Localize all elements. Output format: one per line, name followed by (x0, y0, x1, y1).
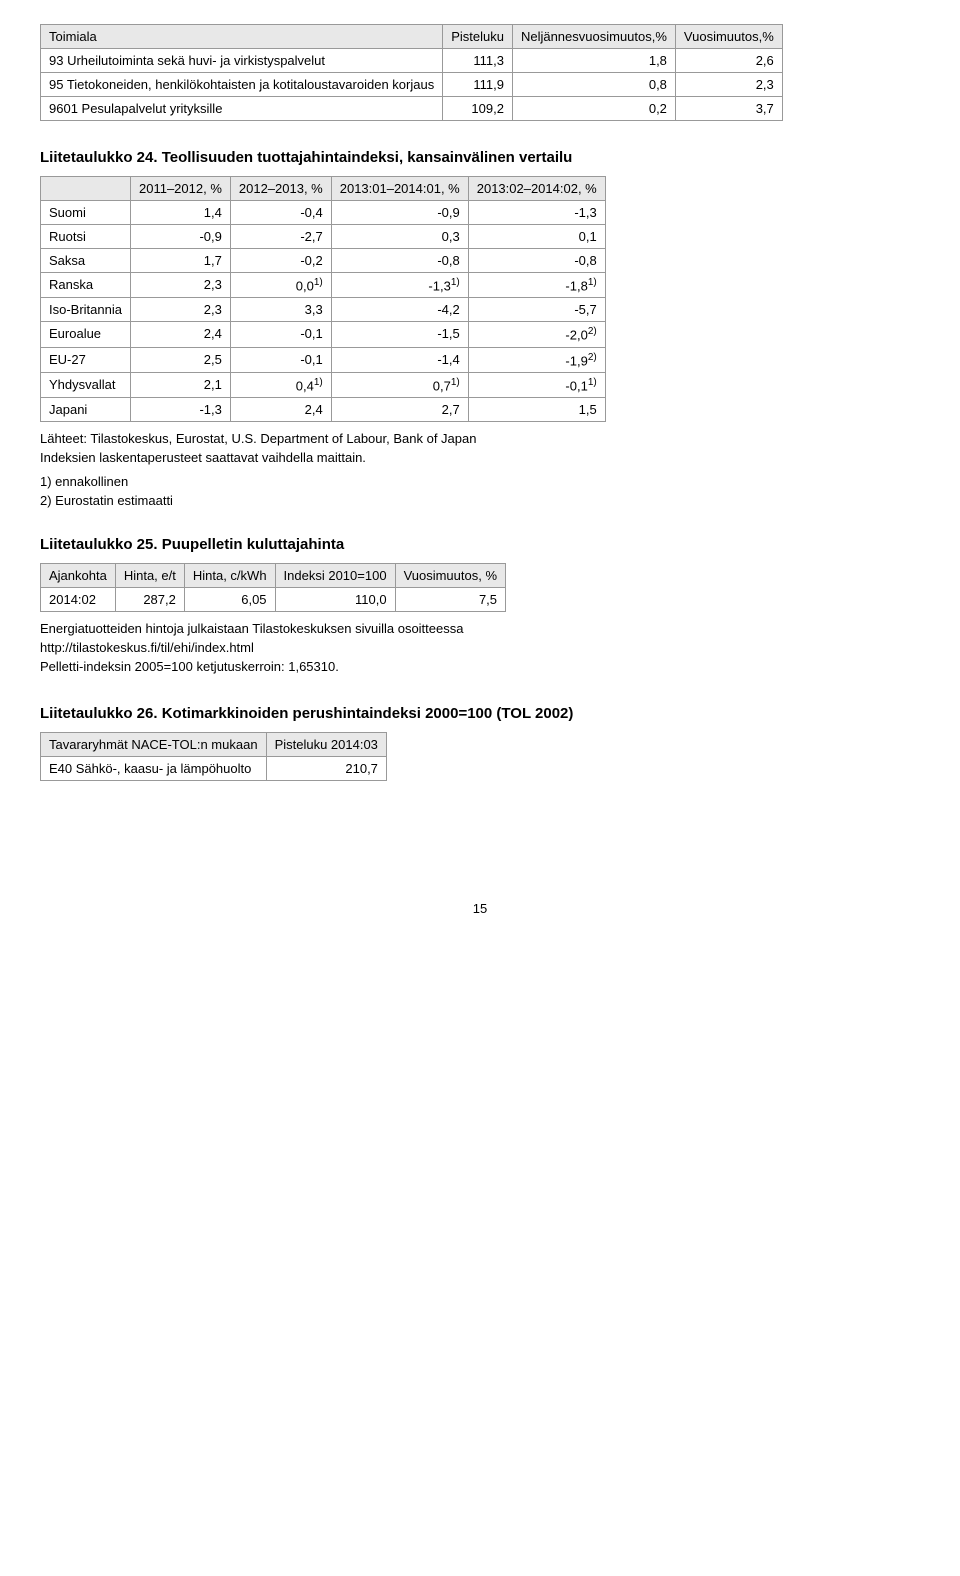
table24-source: Lähteet: Tilastokeskus, Eurostat, U.S. D… (40, 430, 920, 468)
table-row: Iso-Britannia2,33,3-4,2-5,7 (41, 298, 606, 322)
col-vuosimuutos: Vuosimuutos,% (675, 25, 782, 49)
col-pisteluku: Pisteluku (443, 25, 513, 49)
col-toimiala: Toimiala (41, 25, 443, 49)
table-row: Ranska2,30,01)-1,31)-1,81) (41, 273, 606, 298)
table-row: Ruotsi-0,9-2,70,30,1 (41, 225, 606, 249)
table25-note: Energiatuotteiden hintoja julkaistaan Ti… (40, 620, 920, 677)
table-row: Yhdysvallat2,10,41)0,71)-0,11) (41, 372, 606, 397)
table24-title: Liitetaulukko 24. Teollisuuden tuottajah… (40, 149, 920, 166)
table-row: 2014:02 287,2 6,05 110,0 7,5 (41, 588, 506, 612)
table-row: 95 Tietokoneiden, henkilökohtaisten ja k… (41, 73, 783, 97)
table-row: 93 Urheilutoiminta sekä huvi- ja virkist… (41, 49, 783, 73)
table24: 2011–2012, % 2012–2013, % 2013:01–2014:0… (40, 176, 606, 422)
table-row: Japani-1,32,42,71,5 (41, 398, 606, 422)
table-row: Saksa1,7-0,2-0,8-0,8 (41, 249, 606, 273)
col-neljannes: Neljännesvuosimuutos,% (512, 25, 675, 49)
table-row: E40 Sähkö-, kaasu- ja lämpöhuolto 210,7 (41, 756, 387, 780)
table-row: EU-272,5-0,1-1,4-1,92) (41, 347, 606, 372)
table26: Tavararyhmät NACE-TOL:n mukaan Pisteluku… (40, 732, 387, 781)
table-row: Suomi1,4-0,4-0,9-1,3 (41, 201, 606, 225)
footnote-1: 1) ennakollinen (40, 474, 920, 489)
table26-title: Liitetaulukko 26. Kotimarkkinoiden perus… (40, 705, 920, 722)
table25: Ajankohta Hinta, e/t Hinta, c/kWh Indeks… (40, 563, 506, 612)
table-industry: Toimiala Pisteluku Neljännesvuosimuutos,… (40, 24, 783, 121)
table25-title: Liitetaulukko 25. Puupelletin kuluttajah… (40, 536, 920, 553)
table-row: 9601 Pesulapalvelut yrityksille 109,2 0,… (41, 97, 783, 121)
table-row: Euroalue2,4-0,1-1,5-2,02) (41, 322, 606, 347)
footnote-2: 2) Eurostatin estimaatti (40, 493, 920, 508)
page-number: 15 (40, 901, 920, 916)
